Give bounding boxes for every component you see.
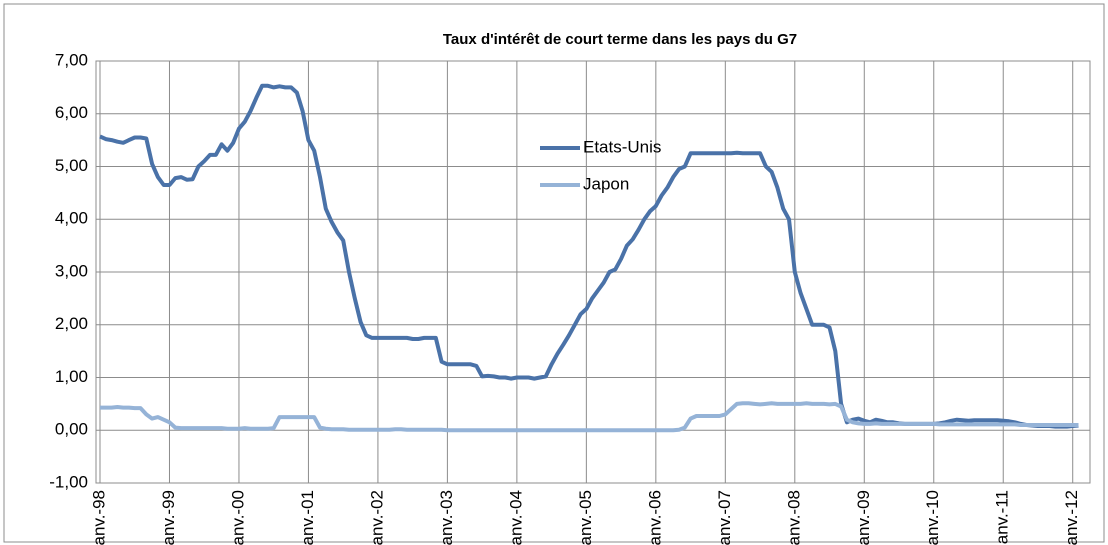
x-tick-label: janv.-01 [298, 490, 317, 545]
x-tick-label: janv.-05 [576, 490, 595, 545]
chart-border [3, 3, 1105, 543]
x-tick-label: janv.-08 [784, 490, 803, 545]
y-tick-label: -1,00 [49, 472, 88, 491]
y-tick-label: 5,00 [55, 156, 88, 175]
x-tick-label: janv.-11 [993, 490, 1012, 545]
x-tick-label: janv.-02 [367, 490, 386, 545]
x-tick-label: janv.-98 [89, 490, 108, 545]
x-tick-label: janv.-04 [506, 490, 525, 545]
legend-label: Japon [583, 174, 629, 193]
y-tick-label: 4,00 [55, 209, 88, 228]
line-series [100, 401, 1079, 433]
y-tick-label: 3,00 [55, 261, 88, 280]
x-tick-label: janv.-12 [1062, 490, 1081, 545]
y-tick-label: 6,00 [55, 103, 88, 122]
x-tick-label: janv.-09 [854, 490, 873, 545]
x-tick-label: janv.-03 [437, 490, 456, 545]
y-tick-label: 2,00 [55, 314, 88, 333]
chart-title: Taux d'intérêt de court terme dans les p… [443, 31, 797, 48]
x-tick-label: janv.-00 [228, 490, 247, 545]
x-tick-label: janv.-10 [923, 490, 942, 545]
y-tick-label: 7,00 [55, 50, 88, 69]
x-tick-label: janv.-07 [715, 490, 734, 545]
x-tick-label: janv.-99 [159, 490, 178, 545]
x-tick-label: janv.-06 [645, 490, 664, 545]
y-tick-label: 0,00 [55, 420, 88, 439]
legend-label: Etats-Unis [583, 137, 661, 156]
y-tick-label: 1,00 [55, 367, 88, 386]
